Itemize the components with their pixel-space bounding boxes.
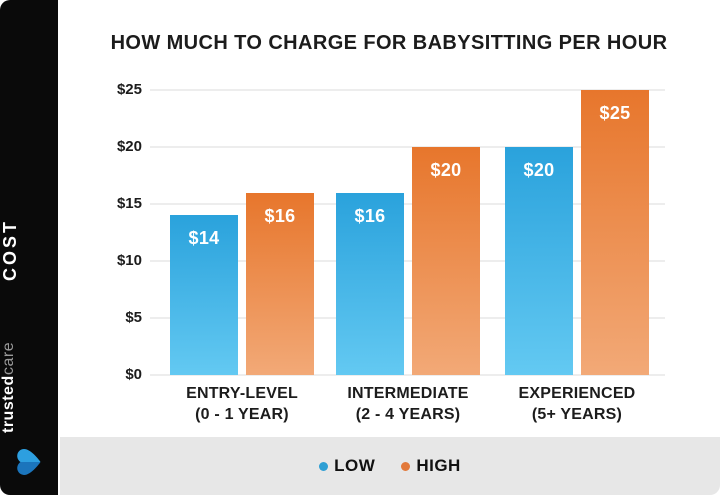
bar-group-intermediate: $16 $20 [336, 90, 480, 375]
y-axis-tick: $15 [116, 195, 142, 212]
legend-item-high: HIGH [401, 456, 461, 476]
bar-group-experienced: $20 $25 [505, 90, 649, 375]
bar-value-label: $16 [264, 205, 296, 226]
bar-high-entry-level: $16 [246, 192, 314, 375]
bar-value-label: $16 [354, 205, 386, 226]
bar-value-label: $25 [599, 103, 631, 123]
bar-low-entry-level: $14 [170, 215, 238, 375]
bar-group-entry-level: $14 $16 [170, 90, 314, 375]
y-axis-tick: $5 [125, 309, 142, 326]
bar-high-intermediate: $20 [412, 147, 480, 375]
y-axis-tick: $0 [125, 366, 142, 383]
gridline [150, 146, 665, 148]
legend-label: LOW [334, 456, 376, 475]
brand-wordmark: trusted care [0, 325, 58, 450]
gridline [150, 317, 665, 319]
category-main: INTERMEDIATE [347, 385, 469, 402]
rail-cost-label: COST [0, 219, 20, 282]
plot-area: $14 $16 $16 $20 $20 $25 [150, 89, 665, 376]
y-axis-tick: $20 [116, 138, 142, 155]
brand-wordmark-light: care [0, 342, 17, 376]
category-label-intermediate: INTERMEDIATE (2 - 4 YEARS) [318, 384, 498, 426]
category-sub: (0 - 1 YEAR) [195, 406, 289, 423]
gridline [150, 260, 665, 262]
gridline [150, 89, 665, 91]
legend-dot-high-icon [401, 461, 411, 471]
gridline [150, 203, 665, 205]
category-label-experienced: EXPERIENCED (5+ YEARS) [487, 384, 667, 426]
y-axis: $25 $20 $15 $10 $5 $0 [100, 82, 142, 383]
legend-dot-low-icon [319, 461, 329, 471]
category-sub: (2 - 4 YEARS) [355, 406, 461, 423]
bar-high-experienced: $25 [581, 90, 649, 375]
category-main: EXPERIENCED [518, 385, 636, 402]
category-sub: (5+ YEARS) [531, 406, 623, 423]
y-axis-tick: $10 [116, 252, 142, 269]
bar-low-experienced: $20 [505, 147, 573, 375]
bar-value-label: $20 [523, 160, 555, 180]
legend-item-low: LOW [319, 456, 375, 476]
legend-label: HIGH [416, 456, 461, 475]
category-label-entry-level: ENTRY-LEVEL (0 - 1 YEAR) [152, 384, 332, 426]
page-title: HOW MUCH TO CHARGE FOR BABYSITTING PER H… [110, 32, 668, 54]
bar-low-intermediate: $16 [336, 192, 404, 375]
side-rail: COST trusted care [0, 0, 58, 495]
brand-wordmark-bold: trusted [0, 375, 17, 433]
category-main: ENTRY-LEVEL [186, 385, 298, 402]
y-axis-tick: $25 [116, 81, 142, 98]
gridline [150, 374, 665, 376]
bar-value-label: $14 [188, 228, 220, 249]
legend: LOW HIGH [60, 437, 720, 495]
bar-value-label: $20 [430, 160, 462, 180]
heart-icon [17, 449, 41, 475]
